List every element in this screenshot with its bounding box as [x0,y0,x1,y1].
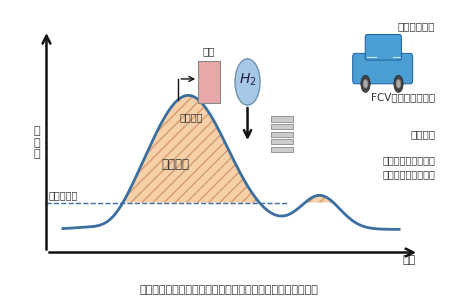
Text: FCV燃料として利用: FCV燃料として利用 [371,92,436,102]
Text: 時間: 時間 [403,255,416,265]
Bar [271,116,293,122]
Text: 貯蔵: 貯蔵 [202,46,215,56]
Text: 余剰電力: 余剰電力 [161,158,189,171]
Bar [271,139,293,144]
Circle shape [361,75,370,92]
Bar [198,61,219,103]
Text: $H_2$: $H_2$ [239,71,256,88]
Text: 必要電力量: 必要電力量 [48,190,78,200]
Text: 再生可能エネルギーの水素による出力変動対応のイメージ図: 再生可能エネルギーの水素による出力変動対応のイメージ図 [139,285,318,295]
Circle shape [394,75,403,92]
Circle shape [396,79,401,88]
Text: その他の用途: その他の用途 [398,21,436,31]
Bar [271,124,293,129]
Bar [271,132,293,137]
FancyBboxPatch shape [365,35,401,60]
Text: 燃料電池: 燃料電池 [410,129,436,139]
Text: 発
電
量: 発 電 量 [33,126,40,160]
FancyBboxPatch shape [353,53,413,84]
Bar [271,147,293,152]
Circle shape [235,59,260,105]
Text: 電解装置: 電解装置 [180,113,203,123]
Circle shape [363,79,368,88]
Text: 燃料電池で発電し、
再度電気として利用: 燃料電池で発電し、 再度電気として利用 [383,155,436,180]
